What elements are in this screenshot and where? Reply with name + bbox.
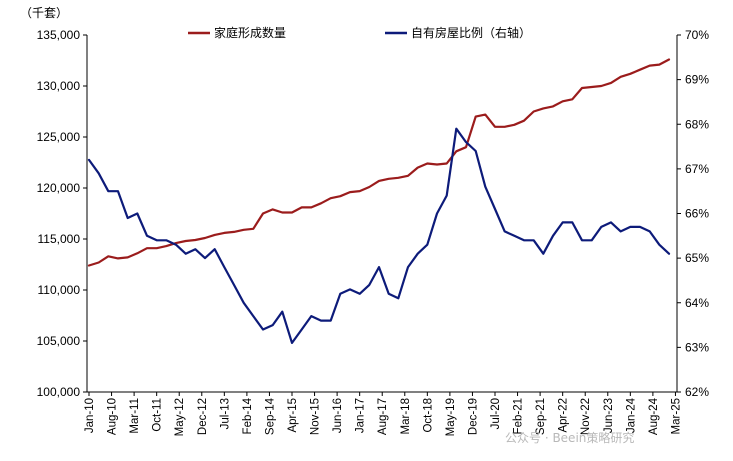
- x-tick-label: Jan-24: [625, 397, 637, 433]
- x-tick-label: Jul-13: [219, 398, 231, 429]
- left-tick-label: 115,000: [38, 232, 81, 246]
- x-tick-label: Jun-23: [603, 398, 615, 433]
- x-tick-label: Feb-21: [513, 398, 525, 434]
- left-axis-unit-label: （千套）: [20, 6, 68, 20]
- x-tick-label: Jun-16: [332, 398, 344, 433]
- right-tick-label: 70%: [685, 28, 709, 42]
- right-tick-label: 68%: [685, 117, 709, 131]
- left-tick-label: 110,000: [38, 283, 81, 297]
- x-tick-label: May-19: [445, 398, 457, 436]
- x-tick-label: Mar-18: [400, 398, 412, 434]
- x-tick-label: Aug-24: [648, 397, 660, 435]
- legend-label-household-formation: 家庭形成数量: [214, 25, 286, 40]
- left-tick-label: 135,000: [37, 28, 81, 42]
- x-tick-label: Apr-15: [287, 398, 299, 433]
- series-line-household-formation: [87, 58, 671, 267]
- left-tick-label: 120,000: [37, 181, 81, 195]
- x-tick-label: Oct-11: [152, 398, 164, 432]
- left-tick-label: 100,000: [37, 385, 81, 399]
- right-tick-label: 63%: [685, 340, 709, 354]
- x-tick-label: Jul-20: [490, 398, 502, 429]
- x-tick-label: Aug-10: [107, 398, 119, 435]
- legend-label-homeownership-rate: 自有房屋比例（右轴）: [411, 25, 531, 40]
- right-tick-label: 64%: [685, 296, 709, 310]
- x-tick-label: Oct-18: [422, 398, 434, 433]
- x-tick-label: Feb-14: [242, 397, 254, 434]
- x-tick-label: Apr-22: [558, 398, 570, 433]
- x-tick-label: Nov-22: [580, 398, 592, 435]
- x-tick-label: Dec-12: [197, 398, 209, 435]
- x-tick-label: Jan-17: [355, 398, 367, 433]
- right-tick-label: 65%: [685, 251, 709, 265]
- watermark-text: 公众号 · Beein策略研究: [505, 430, 634, 445]
- right-tick-label: 62%: [685, 385, 709, 399]
- x-tick-label: Jan-10: [84, 398, 96, 433]
- left-tick-label: 130,000: [37, 79, 81, 93]
- x-tick-label: Sep-21: [535, 398, 547, 435]
- x-tick-label: Dec-19: [467, 398, 479, 435]
- x-tick-label: Aug-17: [377, 398, 389, 435]
- right-tick-label: 67%: [685, 162, 709, 176]
- right-tick-label: 66%: [685, 207, 709, 221]
- x-tick-label: Sep-14: [264, 397, 276, 435]
- series-line-homeownership-rate: [87, 127, 671, 344]
- x-tick-label: Nov-15: [310, 398, 322, 435]
- x-tick-label: Mar-25: [670, 398, 682, 434]
- right-tick-label: 69%: [685, 73, 709, 87]
- left-tick-label: 105,000: [37, 334, 81, 348]
- x-tick-label: Mar-11: [129, 398, 141, 434]
- plot-area: 100,000 105,000 110,000 115,000 120,000 125,0…: [20, 6, 709, 445]
- left-tick-label: 125,000: [37, 130, 81, 144]
- x-tick-label: May-12: [174, 398, 186, 436]
